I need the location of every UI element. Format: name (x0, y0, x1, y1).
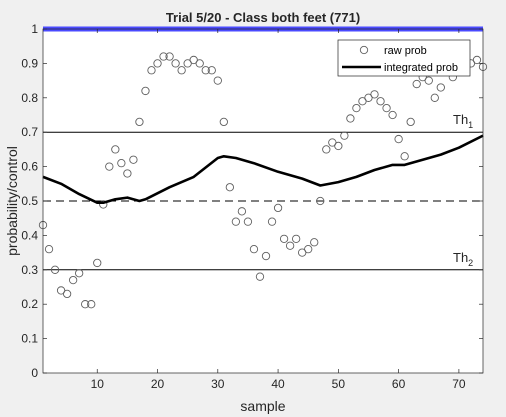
raw-prob-point (207, 66, 216, 75)
raw-prob-point (304, 245, 313, 254)
raw-prob-point (436, 83, 445, 92)
raw-prob-point (424, 76, 433, 85)
threshold-label-1: Th1 (453, 112, 473, 130)
raw-prob-point (394, 134, 403, 144)
y-tick-label: 0.3 (21, 263, 38, 277)
raw-prob-point (364, 93, 373, 102)
raw-prob-point (195, 59, 204, 68)
y-tick-label: 0.8 (21, 91, 38, 105)
integrated-prob-line-group (42, 134, 484, 204)
raw-prob-point (153, 59, 162, 68)
raw-prob-point (213, 76, 222, 85)
raw-prob-point (135, 117, 144, 127)
raw-prob-point (255, 272, 265, 281)
raw-prob-point (81, 300, 90, 309)
y-tick-label: 0.9 (21, 56, 38, 70)
raw-prob-point (310, 238, 319, 247)
x-tick-label: 10 (91, 377, 105, 391)
chart-title: Trial 5/20 - Class both feet (771) (166, 10, 360, 25)
raw-prob-point (382, 103, 391, 113)
axes: 10 20 30 40 50 60 70 0 0.1 0.2 0.3 0.4 0.5 0.6 0.7 0.8 0… (21, 22, 483, 391)
x-tick-label: 60 (392, 377, 406, 391)
raw-prob-point (225, 183, 234, 192)
raw-prob-point (285, 241, 295, 250)
legend-integrated-label: integrated prob (384, 62, 458, 74)
raw-prob-point (388, 110, 397, 120)
integrated-prob-line (42, 134, 484, 204)
y-tick-label: 0.5 (21, 194, 38, 208)
raw-prob-point (201, 66, 210, 75)
raw-prob-point (237, 207, 247, 216)
x-axis-label: sample (240, 398, 285, 414)
raw-prob-point (322, 145, 331, 154)
raw-prob-point (292, 234, 301, 243)
raw-prob-point (412, 79, 421, 89)
raw-prob-point (177, 66, 186, 75)
raw-prob-point (105, 162, 114, 171)
raw-prob-point (334, 141, 343, 151)
y-axis-label: probability/control (4, 146, 20, 256)
x-tick-label: 20 (151, 377, 165, 391)
raw-prob-point (231, 217, 241, 226)
legend: raw prob integrated prob (337, 39, 471, 77)
x-tick-label: 40 (271, 377, 285, 391)
raw-prob-point (141, 86, 150, 96)
raw-prob-point (183, 59, 192, 68)
raw-prob-point (56, 286, 66, 295)
raw-prob-point (44, 245, 54, 254)
raw-prob-point (370, 90, 379, 99)
raw-prob-point (171, 59, 180, 68)
raw-prob-point (93, 258, 102, 268)
raw-prob-point (111, 145, 120, 154)
raw-prob-point (358, 97, 367, 106)
x-tick-label: 70 (452, 377, 466, 391)
raw-prob-point (328, 138, 337, 147)
raw-prob-point (298, 248, 307, 257)
raw-prob-point (75, 269, 84, 278)
raw-prob-point (346, 114, 355, 123)
raw-prob-point (261, 251, 271, 261)
raw-prob-point (400, 152, 409, 161)
y-tick-label: 0.6 (21, 160, 38, 174)
raw-prob-point (189, 55, 198, 65)
y-tick-label: 0 (31, 366, 38, 380)
raw-prob-point (129, 155, 138, 164)
legend-box (337, 39, 471, 77)
threshold-label-3: Th2 (453, 250, 473, 268)
raw-prob-point (99, 200, 108, 209)
raw-prob-point (340, 131, 349, 140)
raw-prob-point (68, 275, 78, 285)
raw-prob-point (50, 265, 60, 274)
raw-prob-point (87, 300, 96, 309)
raw-prob-point (117, 159, 126, 168)
x-tick-label: 50 (332, 377, 346, 391)
raw-prob-point (123, 169, 132, 178)
raw-prob-point (147, 66, 156, 75)
y-tick-label: 0.7 (21, 125, 38, 139)
legend-raw-label: raw prob (384, 45, 427, 57)
raw-prob-point (376, 97, 385, 106)
raw-prob-point (406, 117, 415, 127)
raw-prob-point (430, 93, 439, 102)
raw-prob-point (243, 217, 253, 226)
raw-prob-point (267, 217, 277, 226)
raw-prob-point (273, 203, 283, 213)
raw-prob-point (249, 245, 259, 254)
raw-prob-point (165, 52, 174, 61)
raw-prob-point (62, 289, 72, 299)
x-tick-label: 30 (211, 377, 225, 391)
legend-raw-marker (359, 45, 369, 55)
y-tick-label: 0.4 (21, 228, 38, 242)
raw-prob-point (159, 52, 168, 61)
raw-prob-point (219, 117, 228, 127)
raw-prob-point (316, 196, 325, 206)
raw-prob-point (279, 234, 289, 243)
raw-prob-point (352, 103, 361, 113)
y-tick-label: 0.2 (21, 297, 38, 311)
raw-prob-point (472, 55, 482, 65)
y-tick-label: 0.1 (21, 332, 38, 346)
y-tick-label: 1 (31, 22, 38, 36)
